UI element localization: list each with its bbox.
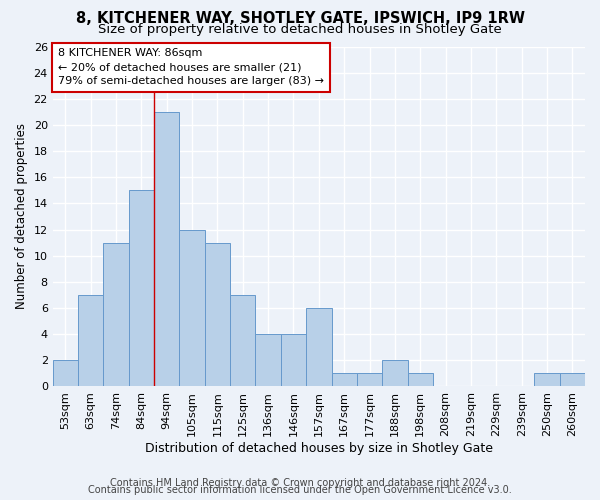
Bar [179, 230, 205, 386]
Bar [357, 374, 382, 386]
Bar [281, 334, 306, 386]
Text: Size of property relative to detached houses in Shotley Gate: Size of property relative to detached ho… [98, 22, 502, 36]
Bar [103, 242, 129, 386]
Bar [256, 334, 281, 386]
Bar [306, 308, 332, 386]
Bar [78, 295, 103, 386]
Bar [205, 242, 230, 386]
Bar [230, 295, 256, 386]
Bar [332, 374, 357, 386]
Text: 8, KITCHENER WAY, SHOTLEY GATE, IPSWICH, IP9 1RW: 8, KITCHENER WAY, SHOTLEY GATE, IPSWICH,… [76, 11, 524, 26]
Bar [154, 112, 179, 386]
Bar [535, 374, 560, 386]
Bar [560, 374, 585, 386]
Text: 8 KITCHENER WAY: 86sqm
← 20% of detached houses are smaller (21)
79% of semi-det: 8 KITCHENER WAY: 86sqm ← 20% of detached… [58, 48, 324, 86]
Bar [382, 360, 407, 386]
X-axis label: Distribution of detached houses by size in Shotley Gate: Distribution of detached houses by size … [145, 442, 493, 455]
Bar [129, 190, 154, 386]
Text: Contains public sector information licensed under the Open Government Licence v3: Contains public sector information licen… [88, 485, 512, 495]
Text: Contains HM Land Registry data © Crown copyright and database right 2024.: Contains HM Land Registry data © Crown c… [110, 478, 490, 488]
Y-axis label: Number of detached properties: Number of detached properties [15, 124, 28, 310]
Bar [53, 360, 78, 386]
Bar [407, 374, 433, 386]
